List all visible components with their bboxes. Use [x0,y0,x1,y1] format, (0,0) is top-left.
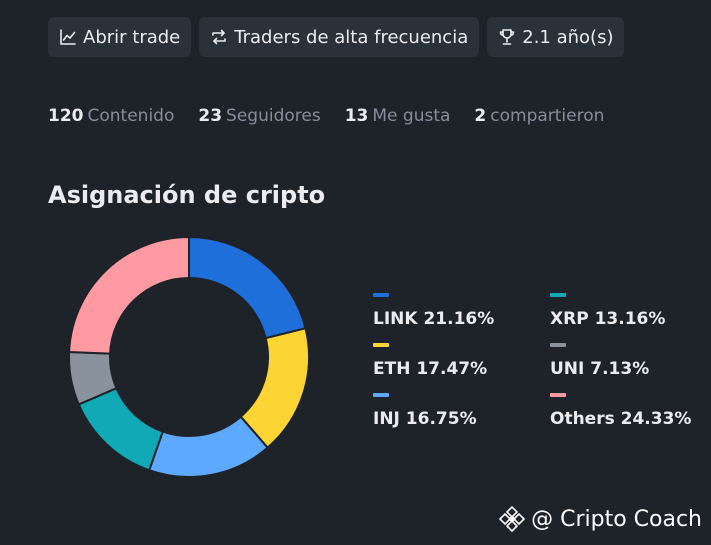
watermark-text: @ Cripto Coach [531,506,702,532]
stat-value: 2 [474,106,487,126]
donut-slice-inj[interactable] [147,415,270,478]
legend-swatch [373,343,389,347]
stat-label: compartieron [490,106,605,126]
tag-label: Abrir trade [83,26,181,48]
binance-logo-icon [498,505,526,533]
stat-shares[interactable]: 2 compartieron [474,106,604,126]
legend-item-uni: UNI 7.13% [550,343,710,379]
donut-slice-link[interactable] [188,235,307,340]
stat-value: 23 [198,106,223,126]
repeat-icon [210,28,228,46]
legend-item-eth: ETH 17.47% [373,343,550,379]
stat-label: Me gusta [372,106,451,126]
tag-bar: Abrir trade Traders de alta frecuencia [48,17,625,57]
legend-label: Others 24.33% [550,409,692,429]
chart-legend: LINK 21.16% XRP 13.16% ETH 17.47% UNI 7.13%… [373,293,710,429]
stat-value: 13 [344,106,369,126]
legend-swatch [550,393,566,397]
legend-label: LINK 21.16% [373,309,495,329]
legend-label: UNI 7.13% [550,359,650,379]
profile-stats: 120 Contenido 23 Seguidores 13 Me gusta 2 co… [48,106,604,126]
watermark: @ Cripto Coach [498,505,702,533]
donut-slice-xrp[interactable] [77,386,165,472]
allocation-donut-chart [68,235,310,478]
stat-likes[interactable]: 13 Me gusta [345,106,451,126]
stat-value: 120 [48,106,84,126]
tag-label: Traders de alta frecuencia [234,26,469,48]
line-chart-icon [59,28,77,46]
stat-content[interactable]: 120 Contenido [48,106,174,126]
legend-swatch [550,293,566,297]
donut-slice-others[interactable] [68,235,190,355]
stat-followers[interactable]: 23 Seguidores [198,106,320,126]
legend-item-inj: INJ 16.75% [373,393,550,429]
tag-years[interactable]: 2.1 año(s) [487,17,625,57]
stat-label: Seguidores [226,106,321,126]
legend-label: ETH 17.47% [373,359,488,379]
section-title: Asignación de cripto [48,181,326,209]
tag-open-trade[interactable]: Abrir trade [48,17,192,57]
stat-label: Contenido [87,106,175,126]
legend-swatch [373,293,389,297]
legend-swatch [373,393,389,397]
legend-swatch [550,343,566,347]
tag-high-frequency[interactable]: Traders de alta frecuencia [199,17,480,57]
legend-item-link: LINK 21.16% [373,293,550,329]
legend-label: INJ 16.75% [373,409,477,429]
legend-label: XRP 13.16% [550,309,666,329]
tag-label: 2.1 año(s) [522,26,614,48]
legend-item-xrp: XRP 13.16% [550,293,710,329]
trophy-icon [498,28,516,46]
legend-item-others: Others 24.33% [550,393,710,429]
